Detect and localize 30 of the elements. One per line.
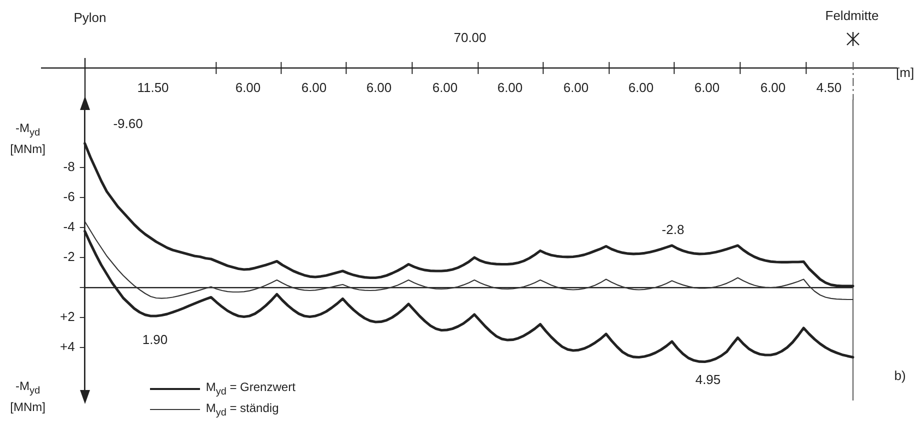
text: 6.00 [235, 80, 261, 95]
text: 6.00 [497, 80, 523, 95]
annotation: -9.60 [113, 116, 143, 131]
annotation: -2.8 [662, 222, 684, 237]
text: 70.00 [454, 30, 486, 45]
y-axis-title: -M$_{yd}$ [MNm] [9, 120, 46, 158]
y-tick-label: -4 [63, 219, 75, 234]
x-axis-title: [m] [896, 65, 914, 80]
text: b) [894, 368, 906, 383]
y-tick-label: -8 [63, 159, 75, 174]
y-tick-label: -6 [63, 189, 75, 204]
text: -M$_{yd}$ [MNm] [10, 379, 46, 414]
text: 11.50 [137, 80, 169, 95]
y-tick-label: -2 [63, 249, 75, 264]
text: Pylon [74, 10, 106, 25]
legend-label: M$_{yd}$ = ständig [206, 400, 279, 418]
annotation: 1.90 [142, 332, 168, 347]
text: 6.00 [628, 80, 654, 95]
text: 6.00 [432, 80, 458, 95]
text: 6.00 [694, 80, 720, 95]
y-tick-label: +2 [60, 309, 75, 324]
legend-label: M$_{yd}$ = Grenzwert [206, 380, 296, 398]
text: 6.00 [760, 80, 786, 95]
text: 4.50 [816, 80, 842, 95]
text: Feldmitte [825, 8, 879, 23]
y-tick-label: +4 [60, 339, 75, 354]
text: 6.00 [301, 80, 327, 95]
annotation: 4.95 [695, 372, 721, 387]
text: 6.00 [563, 80, 589, 95]
text: 6.00 [366, 80, 392, 95]
